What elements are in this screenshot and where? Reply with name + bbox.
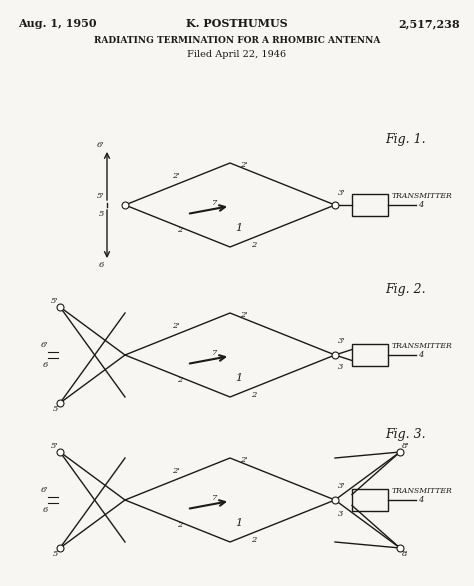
Bar (352, 489, 388, 511)
Text: 2': 2' (172, 172, 180, 180)
Text: 6': 6' (40, 486, 48, 494)
Text: TRANSMITTER: TRANSMITTER (392, 192, 453, 200)
Text: 2: 2 (251, 391, 256, 398)
Text: Fig. 1.: Fig. 1. (385, 133, 426, 146)
Text: 7: 7 (212, 199, 218, 207)
Text: 2: 2 (177, 376, 183, 384)
Text: 3: 3 (338, 363, 343, 371)
Text: 3': 3' (338, 337, 346, 345)
Text: 6: 6 (99, 261, 104, 269)
Text: 5': 5' (50, 442, 58, 450)
Text: 2': 2' (240, 161, 248, 169)
Text: 6': 6' (96, 141, 104, 149)
Text: 6': 6' (40, 341, 48, 349)
Text: 1: 1 (235, 518, 242, 528)
Text: 2: 2 (177, 521, 183, 529)
Text: 5': 5' (50, 297, 58, 305)
Text: RADIATING TERMINATION FOR A RHOMBIC ANTENNA: RADIATING TERMINATION FOR A RHOMBIC ANTE… (94, 36, 380, 45)
Text: 3': 3' (338, 482, 346, 490)
Bar (352, 194, 388, 216)
Text: 6: 6 (43, 506, 48, 514)
Text: 4: 4 (418, 496, 423, 504)
Text: 2: 2 (177, 226, 183, 234)
Text: Filed April 22, 1946: Filed April 22, 1946 (187, 50, 287, 59)
Text: 2': 2' (240, 311, 248, 319)
Text: 7: 7 (212, 494, 218, 502)
Text: K. POSTHUMUS: K. POSTHUMUS (186, 18, 288, 29)
Text: 5: 5 (53, 405, 58, 413)
Text: 4: 4 (418, 201, 423, 209)
Text: 4: 4 (418, 351, 423, 359)
Text: Fig. 3.: Fig. 3. (385, 428, 426, 441)
Text: 2: 2 (251, 241, 256, 248)
Text: 5': 5' (96, 192, 104, 200)
Bar (352, 344, 388, 366)
Text: Aug. 1, 1950: Aug. 1, 1950 (18, 18, 97, 29)
Text: 5: 5 (99, 210, 104, 218)
Text: Fig. 2.: Fig. 2. (385, 283, 426, 296)
Text: 3': 3' (338, 189, 346, 197)
Text: TRANSMITTER: TRANSMITTER (392, 342, 453, 350)
Text: 7: 7 (212, 349, 218, 357)
Text: 2: 2 (251, 536, 256, 544)
Text: 2': 2' (172, 467, 180, 475)
Text: 2': 2' (240, 456, 248, 464)
Text: TRANSMITTER: TRANSMITTER (392, 487, 453, 495)
Text: 2,517,238: 2,517,238 (398, 18, 460, 29)
Text: 3: 3 (338, 510, 343, 518)
Text: 6: 6 (43, 361, 48, 369)
Text: 1: 1 (235, 373, 242, 383)
Text: 8': 8' (402, 442, 410, 450)
Text: 1: 1 (235, 223, 242, 233)
Text: 2': 2' (172, 322, 180, 330)
Text: 5: 5 (53, 550, 58, 558)
Text: 8: 8 (402, 550, 407, 558)
